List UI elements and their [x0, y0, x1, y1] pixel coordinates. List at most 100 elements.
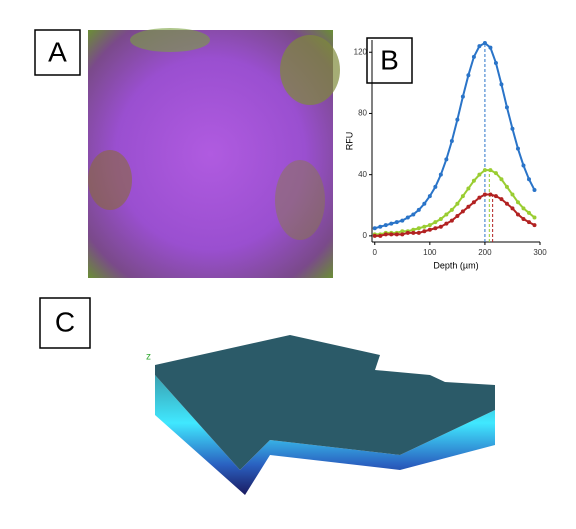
data-point	[504, 184, 509, 189]
panel-label: B	[380, 44, 399, 75]
data-point	[372, 226, 377, 231]
x-tick-label: 200	[478, 248, 492, 257]
volume-side	[155, 375, 495, 495]
data-point	[466, 73, 471, 78]
data-point	[400, 229, 405, 234]
y-tick-label: 80	[358, 109, 367, 118]
data-point	[433, 226, 438, 231]
panel-label-box	[34, 29, 81, 76]
x-axis-label: Depth (µm)	[433, 260, 478, 270]
data-point	[460, 194, 465, 199]
image-region	[275, 160, 325, 240]
data-point	[416, 207, 421, 212]
data-point	[532, 223, 537, 228]
image-region	[130, 28, 210, 52]
data-point	[515, 146, 520, 151]
data-point	[460, 94, 465, 99]
data-point	[422, 229, 427, 234]
data-point	[488, 45, 493, 50]
data-point	[378, 233, 383, 238]
data-point	[444, 157, 449, 162]
series-line	[374, 193, 535, 237]
data-point	[394, 220, 399, 225]
data-point	[482, 41, 487, 46]
data-point	[372, 233, 377, 238]
data-point	[493, 194, 498, 199]
panel-label: A	[48, 36, 67, 67]
data-point	[455, 213, 460, 218]
data-point	[488, 168, 493, 173]
data-point	[510, 192, 515, 197]
data-point	[416, 230, 421, 235]
data-point	[449, 218, 454, 223]
data-point	[416, 226, 421, 231]
panel-label-box	[39, 297, 91, 349]
data-point	[521, 217, 526, 222]
data-point	[482, 192, 487, 197]
y-axis-label: RFU	[344, 132, 354, 151]
data-point	[438, 172, 443, 177]
data-point	[510, 206, 515, 211]
data-point	[444, 212, 449, 217]
data-point	[438, 224, 443, 229]
data-point	[411, 230, 416, 235]
data-point	[422, 201, 427, 206]
data-point	[471, 200, 476, 205]
data-point	[444, 221, 449, 226]
data-point	[400, 218, 405, 223]
data-point	[493, 171, 498, 176]
data-point	[471, 178, 476, 183]
x-tick-label: 300	[533, 248, 547, 257]
data-point	[482, 168, 487, 173]
data-point	[405, 215, 410, 220]
data-point	[526, 220, 531, 225]
data-point	[422, 224, 427, 229]
data-point	[433, 220, 438, 225]
data-point	[499, 82, 504, 87]
data-point	[510, 126, 515, 131]
data-point	[411, 212, 416, 217]
data-point	[427, 194, 432, 199]
data-point	[532, 215, 537, 220]
data-point	[400, 232, 405, 237]
data-point	[449, 139, 454, 143]
data-point	[515, 212, 520, 217]
data-point	[449, 207, 454, 212]
panel-label: C	[55, 306, 75, 337]
data-point	[460, 209, 465, 214]
data-point	[405, 230, 410, 235]
data-point	[488, 192, 493, 197]
data-point	[499, 177, 504, 182]
data-point	[394, 232, 399, 237]
data-point	[477, 172, 482, 177]
data-point	[477, 195, 482, 200]
data-point	[526, 177, 531, 182]
panel-a: A	[34, 28, 340, 278]
data-point	[493, 60, 498, 65]
image-region	[280, 35, 340, 105]
data-point	[378, 224, 383, 229]
data-point	[389, 221, 394, 226]
panel-label-box	[366, 37, 413, 84]
image-region	[88, 150, 132, 210]
panel-b: B 0 40 80 120 0 100 200 300 Depth (µm) RFU	[344, 37, 547, 270]
data-point	[389, 232, 394, 237]
data-point	[411, 227, 416, 232]
data-point	[433, 184, 438, 189]
data-point	[504, 105, 509, 110]
x-tick-label: 100	[423, 248, 437, 257]
data-point	[471, 54, 476, 59]
data-point	[427, 227, 432, 232]
data-point	[466, 204, 471, 209]
data-point	[455, 201, 460, 206]
y-tick-label: 40	[358, 170, 367, 179]
data-point	[438, 217, 443, 222]
data-point	[477, 44, 482, 49]
data-point	[466, 186, 471, 191]
series-line	[374, 169, 536, 236]
data-point	[504, 201, 509, 206]
y-tick-label: 0	[363, 231, 368, 240]
panel-c: C z	[39, 297, 495, 495]
data-point	[383, 232, 388, 237]
